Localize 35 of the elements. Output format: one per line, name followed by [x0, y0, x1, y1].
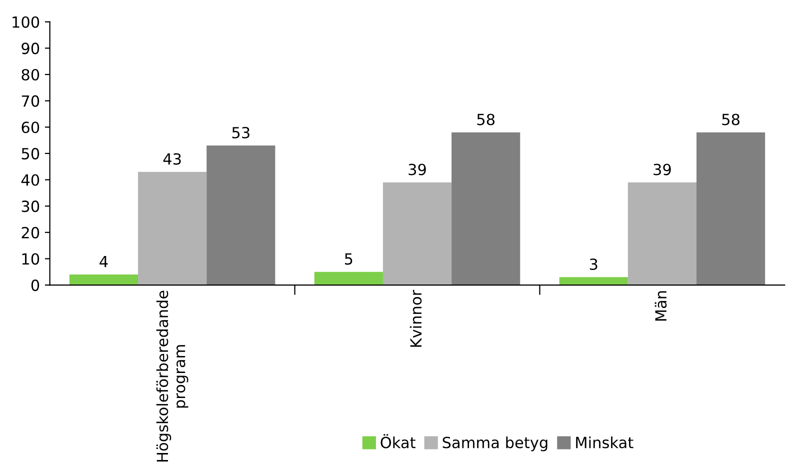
bar: [138, 172, 207, 286]
bar: [628, 182, 696, 286]
bar: [382, 182, 452, 286]
data-label: 58: [722, 114, 740, 126]
bar: [452, 132, 520, 286]
y-tick-label: 10: [22, 253, 40, 265]
data-label: 5: [344, 253, 352, 265]
data-label: 58: [477, 114, 495, 126]
x-tick-label: Män: [654, 291, 667, 321]
bar: [69, 274, 138, 286]
data-label: 53: [232, 126, 250, 138]
x-tick-label: Högskoleförberedande program: [156, 290, 188, 462]
y-tick-label: 20: [22, 226, 40, 238]
data-label: 39: [654, 164, 671, 176]
y-tick-label: 30: [22, 200, 40, 212]
bar: [314, 272, 383, 286]
y-tick-label: 0: [31, 280, 40, 292]
legend-label: Samma betyg: [442, 436, 548, 452]
y-tick-label: 40: [21, 174, 40, 186]
legend-label: Minskat: [576, 436, 634, 448]
y-tick-label: 90: [22, 42, 40, 54]
bar: [696, 132, 766, 286]
data-label: 4: [100, 256, 108, 268]
x-tick-label: Kvinnor: [410, 290, 422, 347]
y-tick-label: 70: [22, 95, 40, 107]
bar: [559, 277, 628, 286]
y-tick-label: 80: [22, 68, 40, 81]
bar: [206, 146, 276, 286]
y-tick-label: 100: [12, 16, 40, 28]
data-label: 39: [408, 164, 426, 176]
data-label: 43: [163, 153, 181, 165]
y-tick-label: 50: [22, 148, 40, 160]
data-label: 3: [590, 258, 598, 270]
legend-label: Ökat: [380, 434, 416, 448]
y-tick-label: 60: [22, 122, 40, 134]
